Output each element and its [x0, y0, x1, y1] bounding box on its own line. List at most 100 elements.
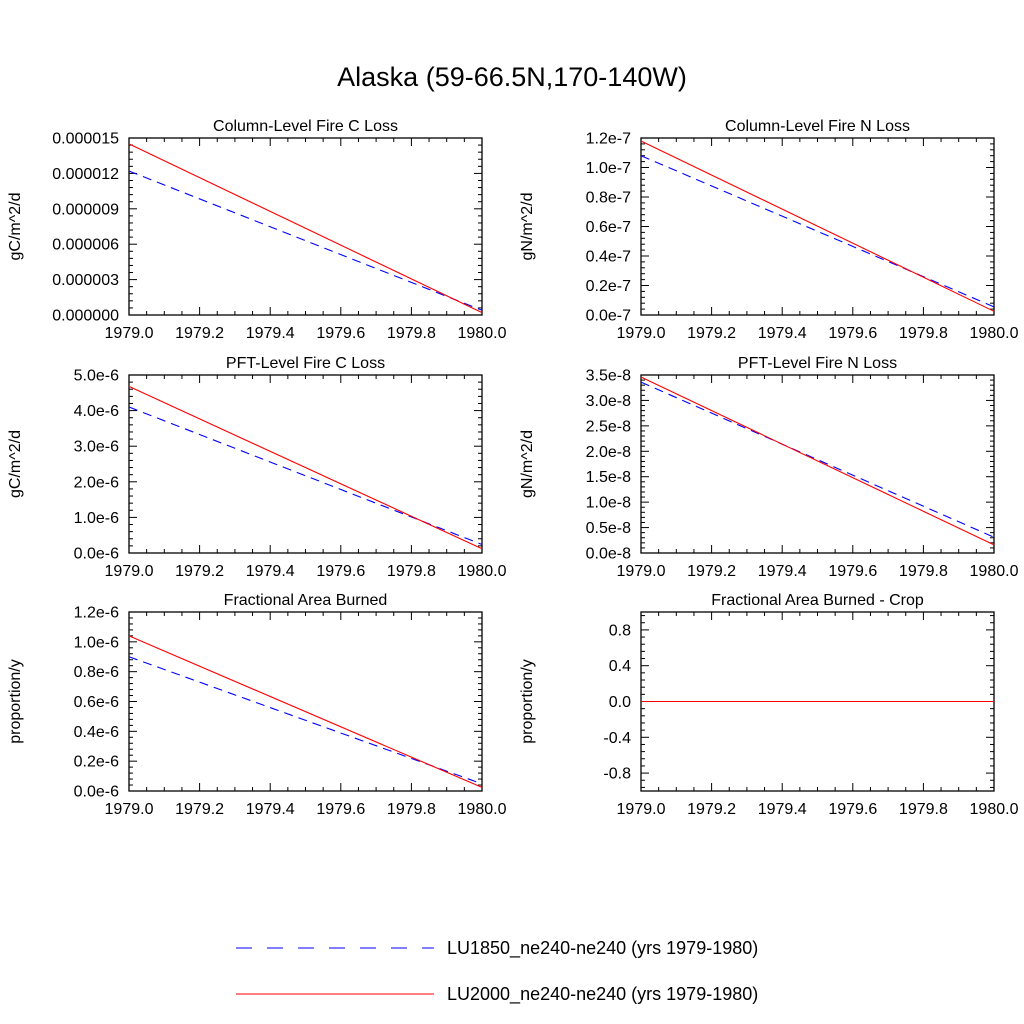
x-tick-label: 1979.6 — [828, 325, 877, 342]
plot-frame — [128, 137, 483, 316]
legend: LU1850_ne240-ne240 (yrs 1979-1980) LU2000… — [236, 938, 758, 1005]
chart-panel-1: Column-Level Fire C Loss gC/m^2/d 1979.0 19… — [7, 118, 507, 342]
series-lu2000 — [640, 140, 995, 312]
x-tick-label: 1979.2 — [175, 325, 224, 342]
y-tick-label: 0.0e-6 — [74, 546, 119, 563]
y-tick-label: 0.2e-7 — [586, 278, 631, 295]
series-lu2000 — [128, 143, 483, 314]
y-tick-label: -0.8 — [603, 766, 631, 783]
y-tick-label: 0.0e-6 — [74, 784, 119, 801]
y-tick-label: 0.000015 — [52, 131, 119, 148]
x-tick-label: 1979.6 — [828, 801, 877, 818]
y-tick-label: 1.2e-7 — [586, 131, 631, 148]
x-tick-label: 1979.4 — [246, 801, 295, 818]
y-tick-label: 0.0e-8 — [586, 546, 631, 563]
y-tick-label: 0.000009 — [52, 201, 119, 218]
chart-panel-6: Fractional Area Burned - Crop proportion/… — [519, 592, 1019, 818]
figure-title: Alaska (59-66.5N,170-140W) — [337, 62, 687, 92]
x-tick-label: 1979.0 — [105, 563, 154, 580]
x-tick-label: 1980.0 — [970, 563, 1019, 580]
series-lu2000 — [640, 376, 995, 546]
y-tick-label: 2.0e-8 — [586, 444, 631, 461]
y-tick-label: 2.0e-6 — [74, 474, 119, 491]
y-tick-label: 0.6e-7 — [586, 219, 631, 236]
x-tick-label: 1979.6 — [316, 325, 365, 342]
panel-title: Fractional Area Burned - Crop — [711, 592, 924, 609]
x-tick-label: 1979.8 — [387, 801, 436, 818]
x-tick-label: 1979.6 — [316, 801, 365, 818]
y-axis-label: gN/m^2/d — [519, 193, 536, 261]
x-tick-label: 1979.6 — [828, 563, 877, 580]
y-tick-label: 0.4 — [609, 658, 631, 675]
series-lu2000 — [128, 635, 483, 788]
y-tick-label: 5.0e-6 — [74, 368, 119, 385]
x-tick-label: 1979.2 — [175, 563, 224, 580]
panel-title: PFT-Level Fire N Loss — [738, 355, 897, 372]
x-tick-label: 1980.0 — [970, 325, 1019, 342]
y-tick-label: 1.0e-7 — [586, 160, 631, 177]
y-tick-label: 4.0e-6 — [74, 403, 119, 420]
x-tick-label: 1979.6 — [316, 563, 365, 580]
y-tick-label: 0.000000 — [52, 308, 119, 325]
panel-title: Column-Level Fire N Loss — [725, 118, 910, 135]
series-lu2000 — [128, 385, 483, 550]
x-tick-label: 1979.4 — [758, 801, 807, 818]
x-tick-label: 1979.4 — [246, 563, 295, 580]
y-tick-label: 1.0e-8 — [586, 495, 631, 512]
y-tick-label: 3.0e-8 — [586, 393, 631, 410]
x-tick-label: 1980.0 — [458, 563, 507, 580]
x-tick-label: 1979.4 — [758, 325, 807, 342]
y-tick-label: 0.4e-7 — [586, 249, 631, 266]
y-tick-label: 0.4e-6 — [74, 724, 119, 741]
x-tick-label: 1979.0 — [617, 563, 666, 580]
chart-panel-5: Fractional Area Burned proportion/y 1979.0… — [7, 592, 507, 818]
y-tick-label: 0.2e-6 — [74, 754, 119, 771]
x-tick-label: 1979.0 — [105, 801, 154, 818]
chart-panel-2: Column-Level Fire N Loss gN/m^2/d 1979.0 19… — [519, 118, 1019, 342]
x-tick-label: 1979.4 — [246, 325, 295, 342]
y-axis-label: proportion/y — [7, 659, 24, 744]
x-tick-label: 1979.8 — [387, 563, 436, 580]
series-lu1850 — [128, 656, 483, 785]
x-tick-label: 1979.8 — [387, 325, 436, 342]
y-tick-label: 1.5e-8 — [586, 469, 631, 486]
x-tick-label: 1979.0 — [105, 325, 154, 342]
x-tick-label: 1979.8 — [899, 563, 948, 580]
y-tick-label: -0.4 — [603, 730, 631, 747]
y-tick-label: 0.000003 — [52, 272, 119, 289]
x-tick-label: 1979.2 — [175, 801, 224, 818]
y-tick-label: 1.2e-6 — [74, 605, 119, 622]
y-tick-label: 0.8e-7 — [586, 190, 631, 207]
plot-frame — [128, 374, 483, 554]
y-tick-label: 0.0e-7 — [586, 308, 631, 325]
x-tick-label: 1979.8 — [899, 801, 948, 818]
x-tick-label: 1979.2 — [687, 563, 736, 580]
chart-panel-4: PFT-Level Fire N Loss gN/m^2/d 1979.0 1979.… — [519, 355, 1019, 580]
chart-panel-3: PFT-Level Fire C Loss gC/m^2/d 1979.0 1979.… — [7, 355, 507, 580]
y-tick-label: 0.8e-6 — [74, 664, 119, 681]
y-tick-label: 0.0 — [609, 694, 631, 711]
series-lu1850 — [128, 170, 483, 311]
y-axis-label: gC/m^2/d — [7, 430, 24, 498]
legend-label: LU1850_ne240-ne240 (yrs 1979-1980) — [447, 938, 758, 959]
series-lu1850 — [640, 381, 995, 538]
y-tick-label: 1.0e-6 — [74, 510, 119, 527]
x-tick-label: 1979.4 — [758, 563, 807, 580]
y-tick-label: 0.5e-8 — [586, 520, 631, 537]
legend-label: LU2000_ne240-ne240 (yrs 1979-1980) — [447, 984, 758, 1005]
x-tick-label: 1980.0 — [970, 801, 1019, 818]
x-tick-label: 1979.0 — [617, 325, 666, 342]
y-tick-label: 0.8 — [609, 622, 631, 639]
y-tick-label: 0.000006 — [52, 237, 119, 254]
series-lu1850 — [640, 155, 995, 308]
y-tick-label: 3.5e-8 — [586, 368, 631, 385]
y-tick-label: 0.000012 — [52, 166, 119, 183]
y-tick-label: 2.5e-8 — [586, 418, 631, 435]
x-tick-label: 1979.0 — [617, 801, 666, 818]
y-tick-label: 0.6e-6 — [74, 694, 119, 711]
y-axis-label: gN/m^2/d — [519, 430, 536, 498]
panel-title: Fractional Area Burned — [224, 592, 388, 609]
y-tick-label: 3.0e-6 — [74, 439, 119, 456]
y-axis-label: gC/m^2/d — [7, 193, 24, 261]
